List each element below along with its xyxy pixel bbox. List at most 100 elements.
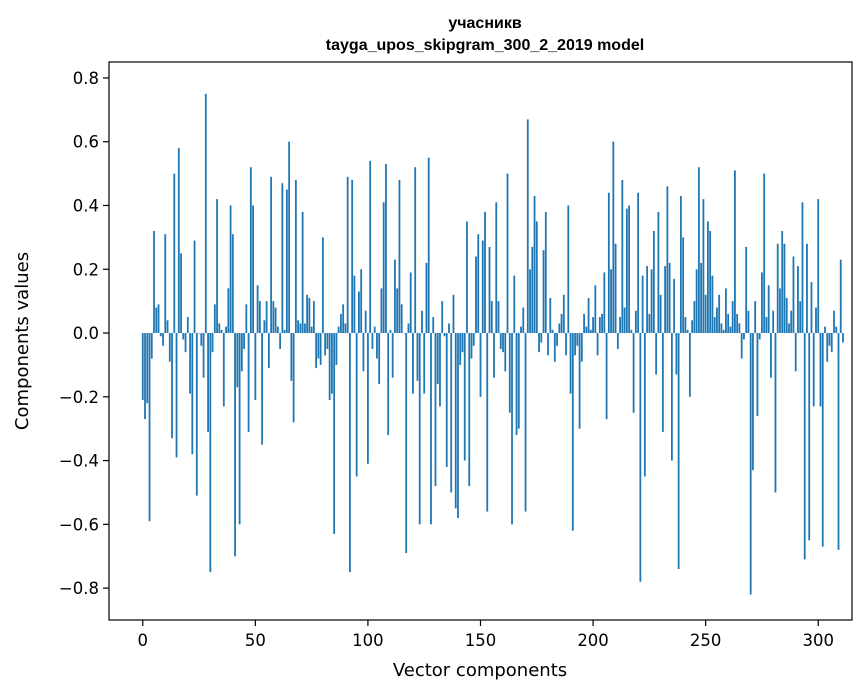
bar-106 [380, 288, 383, 334]
bar-96 [358, 291, 360, 334]
x-axis-label: Vector components [393, 660, 567, 681]
bar-258 [722, 329, 725, 334]
bar-160 [502, 333, 504, 353]
y-tick-label-7: 0.6 [73, 133, 99, 152]
bar-78 [317, 333, 320, 359]
bar-224 [646, 266, 649, 334]
bar-34 [218, 323, 221, 334]
bar-59 [274, 307, 277, 334]
bar-226 [650, 269, 653, 334]
bar-165 [513, 275, 516, 334]
bar-187 [562, 294, 565, 334]
bar-164 [511, 333, 513, 525]
bar-23 [193, 240, 196, 334]
bar-58 [272, 301, 275, 334]
x-axis-ticks: 0 50 100 150 200 250 300 [138, 620, 834, 650]
bar-273 [756, 333, 759, 416]
bar-262 [731, 301, 734, 334]
bar-158 [497, 301, 500, 334]
bar-80 [321, 237, 324, 334]
bar-198 [587, 297, 590, 334]
bar-93 [351, 179, 354, 334]
bar-153 [486, 333, 489, 512]
bar-69 [297, 320, 300, 334]
bar-152 [484, 211, 486, 334]
bar-76 [312, 301, 315, 334]
bar-288 [790, 310, 793, 334]
bar-167 [517, 333, 520, 429]
bar-12 [168, 333, 171, 362]
bar-235 [670, 333, 673, 461]
bar-214 [623, 307, 626, 334]
bar-303 [824, 326, 826, 334]
plot-frame [108, 61, 853, 621]
bar-182 [551, 329, 554, 334]
bar-217 [630, 329, 633, 334]
bar-181 [549, 297, 552, 334]
bar-142 [461, 333, 464, 353]
bar-117 [405, 333, 408, 554]
bar-113 [396, 288, 399, 334]
chart-subtitle: tayga_upos_skipgram_300_2_2019 model [326, 37, 644, 54]
bar-143 [463, 333, 466, 461]
bar-119 [409, 272, 412, 334]
bar-307 [833, 310, 835, 334]
bar-87 [337, 326, 340, 334]
bar-246 [695, 269, 698, 334]
bar-37 [225, 326, 227, 334]
bar-241 [684, 317, 687, 334]
bar-132 [439, 333, 441, 407]
bar-188 [565, 333, 567, 356]
bar-299 [815, 307, 817, 334]
y-tick-label-0: −0.8 [59, 579, 99, 598]
bar-212 [619, 317, 621, 334]
bar-207 [607, 192, 610, 334]
bar-222 [641, 275, 644, 334]
bar-48 [249, 167, 252, 334]
bar-260 [727, 313, 730, 334]
bar-4 [150, 333, 153, 359]
x-tick-label-50: 50 [245, 631, 266, 650]
bar-196 [583, 313, 585, 334]
bar-38 [227, 288, 230, 334]
bar-61 [279, 333, 282, 349]
x-tick-label-250: 250 [690, 631, 722, 650]
bar-201 [594, 285, 597, 334]
bar-18 [182, 333, 185, 340]
bar-234 [668, 262, 671, 334]
bar-16 [177, 148, 180, 334]
bar-257 [720, 323, 723, 334]
bar-62 [281, 183, 284, 334]
bar-280 [772, 310, 775, 334]
bar-179 [544, 211, 547, 334]
bar-180 [547, 333, 549, 356]
y-tick-label-8: 0.8 [73, 69, 99, 88]
bar-26 [200, 333, 203, 346]
bar-127 [427, 157, 430, 334]
bar-0 [141, 333, 144, 400]
bar-125 [423, 333, 426, 394]
bar-247 [698, 167, 700, 334]
bar-176 [538, 333, 540, 353]
bar-35 [220, 329, 223, 334]
bar-41 [234, 333, 236, 557]
bar-40 [231, 234, 234, 334]
bar-20 [186, 317, 189, 334]
bar-281 [774, 333, 777, 493]
y-tick-label-1: −0.6 [59, 515, 99, 534]
bar-79 [319, 333, 322, 365]
bar-311 [842, 333, 844, 343]
bar-6 [155, 307, 158, 334]
bar-3 [148, 333, 151, 522]
bar-2 [146, 333, 149, 404]
y-tick-label-3: −0.2 [59, 388, 99, 407]
bar-290 [794, 333, 797, 372]
bar-33 [216, 199, 218, 334]
bar-298 [812, 333, 815, 407]
bar-121 [414, 167, 417, 334]
bar-240 [682, 237, 685, 334]
bar-103 [373, 326, 376, 334]
bar-192 [574, 333, 576, 356]
bar-225 [648, 313, 651, 334]
bar-259 [725, 288, 727, 334]
